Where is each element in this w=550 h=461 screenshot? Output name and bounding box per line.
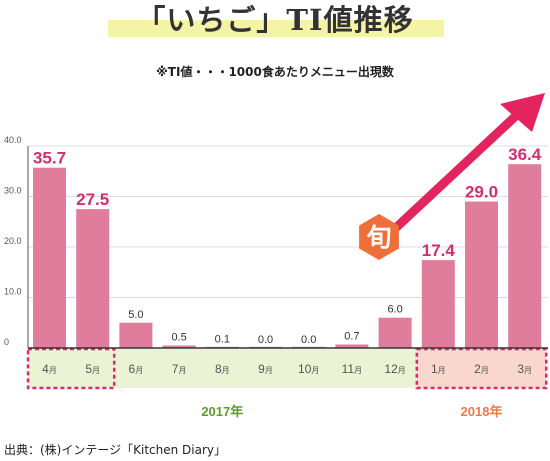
value-label: 0.7 (344, 330, 359, 342)
bar (162, 345, 196, 348)
value-label: 6.0 (387, 304, 402, 316)
y-tick-label: 0 (4, 337, 9, 347)
bar (465, 201, 498, 348)
y-tick-label: 30.0 (4, 186, 22, 196)
x-tick-label: 4月 (42, 362, 57, 376)
decorations: 旬 (359, 93, 545, 260)
value-label: 0.0 (301, 334, 316, 346)
bar (378, 317, 412, 348)
value-label: 17.4 (422, 241, 456, 260)
trend-arrow-shaft (382, 108, 524, 241)
value-label: 36.4 (508, 145, 542, 164)
value-labels: 35.7 27.5 5.0 0.5 0.1 0.0 0.0 0.7 6.0 17.4 29.0 36.… (33, 145, 542, 346)
bar (421, 260, 455, 348)
x-tick-label: 7月 (172, 362, 187, 376)
value-label: 29.0 (465, 183, 498, 202)
chart-subtitle: ※TI値・・・1000食あたりメニュー出現数 (156, 65, 394, 79)
chart-title: 「いちご」TI値推移 (136, 3, 414, 37)
source-note: 出典：(株)インテージ「Kitchen Diary」 (4, 443, 227, 457)
year-band (28, 349, 417, 388)
value-label: 27.5 (76, 190, 109, 209)
x-axis: 4月 5月 6月 7月 8月 9月 10月 11月 12月 1月 2月 3月 (28, 347, 548, 376)
x-tick-label: 5月 (85, 362, 100, 376)
year-label: 2018年 (461, 404, 503, 419)
x-tick-label: 8月 (215, 362, 230, 376)
highlight-box (26, 347, 116, 390)
season-badge-label: 旬 (366, 223, 391, 252)
x-tick-label: 11月 (342, 362, 362, 376)
bar (508, 164, 542, 348)
season-badge (359, 214, 399, 260)
x-tick-label: 10月 (298, 362, 319, 376)
year-label: 2017年 (201, 404, 243, 419)
x-tick-label: 2月 (474, 362, 489, 376)
title-highlight (108, 20, 444, 37)
y-tick-label: 20.0 (4, 236, 22, 246)
bars (33, 164, 542, 348)
x-tick-label: 1月 (431, 362, 446, 376)
x-tick-label: 9月 (258, 362, 273, 376)
bar (33, 167, 66, 348)
bar (119, 322, 153, 348)
bar (76, 209, 110, 348)
value-label: 35.7 (33, 149, 66, 168)
value-label: 0.1 (215, 333, 230, 345)
highlight-box (415, 347, 548, 390)
y-tick-label: 40.0 (4, 135, 22, 145)
bar (335, 344, 369, 348)
value-label: 5.0 (128, 309, 143, 321)
y-axis: 0 10.0 20.0 30.0 40.0 (4, 135, 29, 348)
y-tick-label: 10.0 (4, 287, 22, 297)
x-tick-label: 3月 (517, 362, 532, 376)
trend-arrow-head (500, 93, 545, 132)
value-label: 0.5 (171, 331, 186, 343)
year-bands: 2017年 2018年 (26, 347, 548, 419)
x-tick-label: 6月 (129, 362, 144, 376)
year-band (416, 349, 547, 388)
x-tick-label: 12月 (384, 362, 405, 376)
value-label: 0.0 (258, 334, 273, 346)
